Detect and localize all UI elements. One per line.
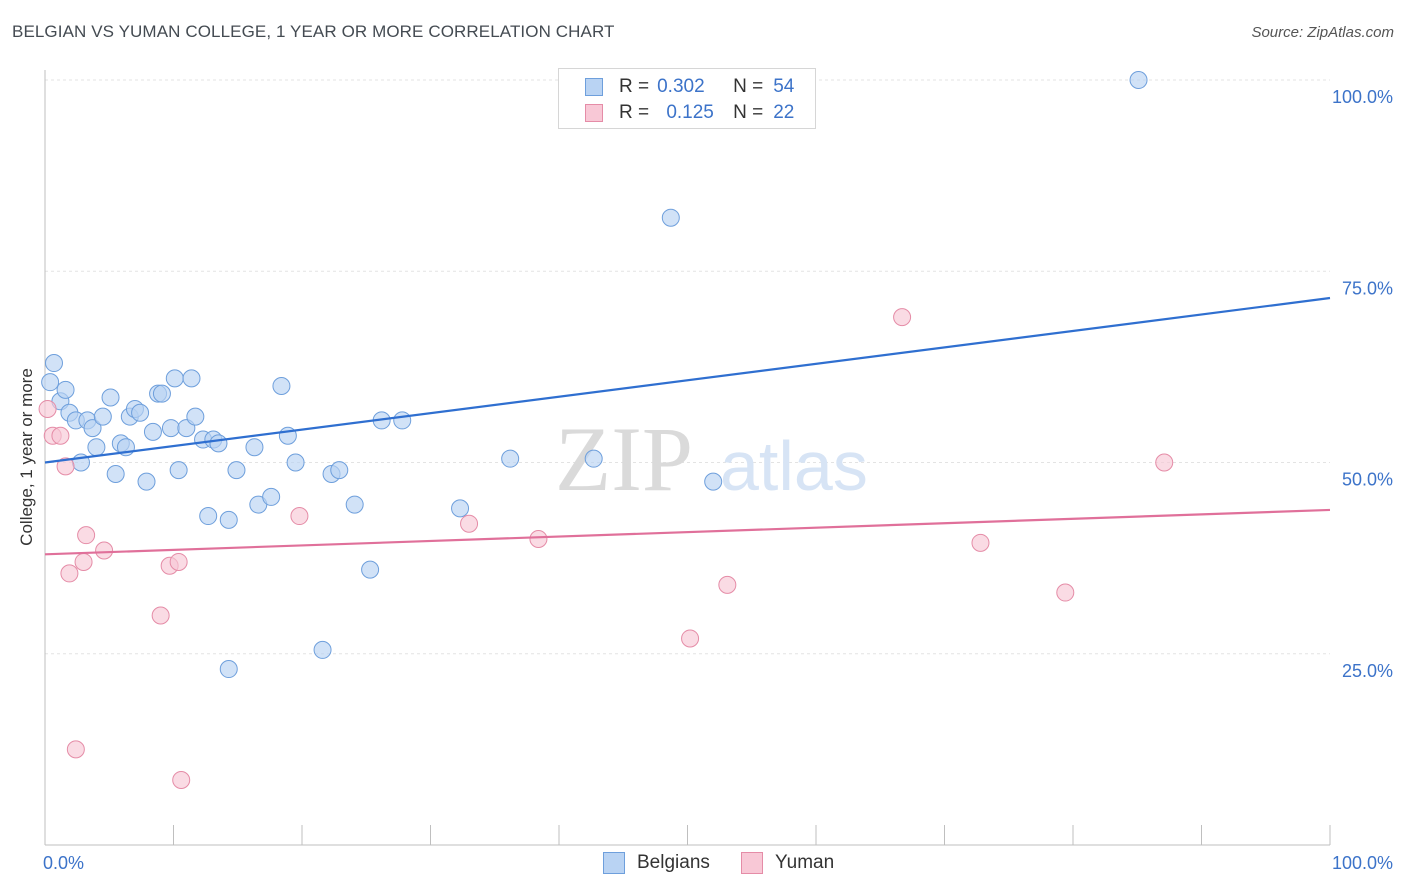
belgians-r-value: 0.302 bbox=[657, 76, 705, 97]
yuman-point[interactable] bbox=[77, 526, 96, 545]
y-tick-label: 25.0% bbox=[1342, 661, 1393, 681]
belgians-point[interactable] bbox=[44, 354, 63, 373]
belgians-point[interactable] bbox=[286, 453, 305, 472]
series-legend: Belgians Yuman bbox=[0, 852, 1406, 878]
y-tick-label: 75.0% bbox=[1342, 278, 1393, 298]
belgians-point[interactable] bbox=[186, 407, 205, 426]
belgians-point[interactable] bbox=[361, 560, 380, 579]
yuman-n-value: 22 bbox=[773, 102, 795, 123]
watermark-atlas: atlas bbox=[720, 427, 868, 505]
belgians-point[interactable] bbox=[152, 384, 171, 403]
yuman-point[interactable] bbox=[529, 530, 548, 548]
tick-labels: 25.0% 50.0% 75.0% 100.0% 0.0% 100.0% bbox=[43, 87, 1393, 873]
n-label: N = bbox=[733, 102, 764, 123]
r-label: R = bbox=[619, 102, 650, 123]
yuman-point[interactable] bbox=[718, 575, 737, 594]
trend-lines bbox=[44, 296, 1331, 556]
yuman-point[interactable] bbox=[1155, 453, 1174, 472]
belgians-point[interactable] bbox=[165, 369, 184, 388]
belgians-point[interactable] bbox=[161, 419, 180, 438]
belgians-point[interactable] bbox=[584, 449, 603, 468]
belgians-point[interactable] bbox=[451, 499, 470, 518]
yuman-point[interactable] bbox=[460, 514, 479, 533]
yuman-point[interactable] bbox=[151, 606, 170, 625]
stats-legend: R = 0.302 N = 54 R = 0.125 N = 22 bbox=[558, 68, 816, 129]
legend-row-yuman: R = 0.125 N = 22 bbox=[585, 101, 794, 125]
belgians-point[interactable] bbox=[137, 472, 156, 491]
belgians-point[interactable] bbox=[169, 461, 188, 480]
watermark: ZIP atlas bbox=[555, 408, 868, 510]
belgians-point[interactable] bbox=[131, 403, 150, 422]
y-axis-label: College, 1 year or more bbox=[17, 368, 36, 546]
yuman-point[interactable] bbox=[893, 308, 912, 327]
belgians-point[interactable] bbox=[87, 438, 106, 457]
yuman-point[interactable] bbox=[51, 426, 70, 445]
gridlines bbox=[45, 79, 1330, 655]
belgians-swatch bbox=[585, 78, 603, 96]
yuman-point[interactable] bbox=[74, 552, 93, 571]
belgians-legend-label: Belgians bbox=[637, 852, 710, 873]
axes bbox=[44, 70, 1331, 846]
yuman-legend-swatch bbox=[741, 852, 763, 874]
belgians-point[interactable] bbox=[56, 380, 75, 399]
y-tick-label: 100.0% bbox=[1332, 87, 1393, 107]
belgians-point[interactable] bbox=[219, 510, 238, 529]
source-credit: Source: ZipAtlas.com bbox=[1251, 24, 1394, 41]
yuman-trend-line bbox=[44, 508, 1331, 556]
yuman-point[interactable] bbox=[169, 552, 188, 571]
belgians-point[interactable] bbox=[101, 388, 120, 407]
belgians-point[interactable] bbox=[501, 449, 520, 468]
belgians-point[interactable] bbox=[106, 464, 125, 483]
yuman-point[interactable] bbox=[971, 533, 990, 552]
belgians-trend-line bbox=[44, 296, 1331, 464]
belgians-point[interactable] bbox=[41, 373, 60, 392]
yuman-point[interactable] bbox=[60, 564, 79, 583]
belgians-point[interactable] bbox=[262, 487, 281, 506]
belgians-point[interactable] bbox=[219, 660, 238, 679]
belgians-n-value: 54 bbox=[773, 76, 795, 97]
n-label: N = bbox=[733, 76, 764, 97]
belgians-point[interactable] bbox=[83, 419, 102, 438]
belgians-point[interactable] bbox=[245, 438, 264, 457]
belgians-point[interactable] bbox=[209, 434, 228, 453]
legend-row-belgians: R = 0.302 N = 54 bbox=[585, 75, 794, 99]
yuman-point[interactable] bbox=[38, 399, 57, 418]
x-tick-label: 0.0% bbox=[43, 853, 84, 873]
chart-title: BELGIAN VS YUMAN COLLEGE, 1 YEAR OR MORE… bbox=[12, 22, 615, 41]
legend-item-yuman[interactable]: Yuman bbox=[741, 852, 834, 874]
yuman-point[interactable] bbox=[172, 770, 191, 789]
belgians-point[interactable] bbox=[199, 507, 218, 526]
yuman-point[interactable] bbox=[290, 507, 309, 526]
yuman-point[interactable] bbox=[66, 740, 85, 759]
belgians-legend-swatch bbox=[603, 852, 625, 874]
y-tick-label: 50.0% bbox=[1342, 470, 1393, 490]
belgians-point[interactable] bbox=[272, 377, 291, 395]
belgians-point[interactable] bbox=[330, 461, 349, 480]
yuman-r-value: 0.125 bbox=[666, 102, 714, 123]
belgians-point[interactable] bbox=[143, 422, 162, 441]
yuman-legend-label: Yuman bbox=[775, 852, 835, 873]
belgians-point[interactable] bbox=[1129, 71, 1148, 89]
watermark-zip: ZIP bbox=[555, 408, 693, 510]
belgians-point[interactable] bbox=[182, 369, 201, 388]
belgians-point[interactable] bbox=[393, 411, 412, 430]
yuman-swatch bbox=[585, 104, 603, 122]
belgians-point[interactable] bbox=[227, 461, 246, 480]
yuman-point[interactable] bbox=[56, 457, 75, 476]
x-tick-label: 100.0% bbox=[1332, 853, 1393, 873]
belgians-point[interactable] bbox=[661, 208, 680, 227]
yuman-point[interactable] bbox=[95, 541, 114, 560]
yuman-point[interactable] bbox=[1056, 583, 1075, 602]
belgians-point[interactable] bbox=[93, 407, 112, 426]
belgians-point[interactable] bbox=[345, 495, 364, 514]
data-points bbox=[38, 71, 1174, 789]
r-label: R = bbox=[619, 76, 650, 97]
belgians-point[interactable] bbox=[313, 640, 332, 659]
legend-item-belgians[interactable]: Belgians bbox=[603, 852, 710, 874]
yuman-point[interactable] bbox=[681, 629, 700, 648]
belgians-point[interactable] bbox=[704, 472, 723, 491]
